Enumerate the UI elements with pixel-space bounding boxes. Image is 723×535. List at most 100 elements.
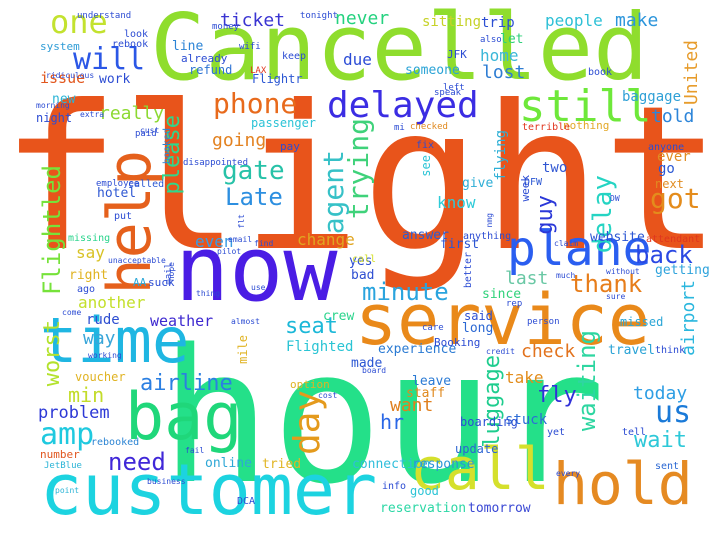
cloud-word: board xyxy=(362,366,387,375)
cloud-word: ticket xyxy=(220,10,286,31)
cloud-word: update xyxy=(455,442,499,456)
cloud-word: missing xyxy=(68,233,111,244)
cloud-word: cust xyxy=(140,126,160,135)
cloud-word: week xyxy=(519,175,532,202)
cloud-word: lost xyxy=(482,62,526,83)
cloud-word: working xyxy=(88,351,122,360)
cloud-word: good xyxy=(410,484,439,498)
cloud-word: ago xyxy=(77,284,96,295)
cloud-word: anyone xyxy=(648,142,685,153)
cloud-word: really xyxy=(99,103,165,124)
cloud-word: book xyxy=(588,67,613,78)
cloud-word: reservation xyxy=(380,501,467,516)
cloud-word: unacceptable xyxy=(108,256,166,265)
cloud-word: never xyxy=(335,8,390,29)
cloud-word: care xyxy=(422,323,444,333)
cloud-word: still xyxy=(519,81,652,132)
cloud-word: line xyxy=(172,39,204,54)
cloud-word: rude xyxy=(86,312,120,328)
cloud-word: response xyxy=(412,457,475,472)
cloud-word: checked xyxy=(410,122,448,132)
cloud-word: DW xyxy=(610,194,620,203)
cloud-word: due xyxy=(343,50,372,69)
cloud-word: already xyxy=(181,52,228,65)
cloud-word: said xyxy=(464,309,493,323)
cloud-word: keep xyxy=(282,51,307,62)
cloud-word: use xyxy=(251,283,266,292)
cloud-word: tried xyxy=(262,457,302,472)
cloud-word: info xyxy=(382,481,407,492)
cloud-word: sitting xyxy=(422,14,482,30)
cloud-word: say xyxy=(76,243,105,262)
cloud-word: back xyxy=(635,241,693,269)
cloud-word: refund xyxy=(189,63,233,77)
cloud-word: ridiculous xyxy=(46,71,95,80)
cloud-word: luggage xyxy=(480,355,505,448)
cloud-word: every xyxy=(556,469,581,478)
cloud-word: pay xyxy=(280,140,300,153)
cloud-word: tonight xyxy=(300,11,338,21)
cloud-word: let xyxy=(500,32,524,47)
cloud-word: rep xyxy=(506,299,523,309)
cloud-word: another xyxy=(78,293,146,312)
cloud-word: tomorrow xyxy=(468,501,531,516)
cloud-word: will xyxy=(73,42,146,77)
cloud-word: seat xyxy=(285,314,338,339)
cloud-word: need xyxy=(108,448,166,476)
cloud-word: problem xyxy=(38,403,110,423)
cloud-word: credit xyxy=(486,347,515,356)
cloud-word: passenger xyxy=(251,116,317,130)
cloud-word: JetBlue xyxy=(44,461,82,471)
cloud-word: online xyxy=(205,456,252,471)
cloud-word: anything xyxy=(463,231,512,242)
cloud-word: stuck xyxy=(505,412,548,428)
cloud-word: hotel xyxy=(97,186,137,201)
cloud-word: since xyxy=(482,287,522,302)
cloud-word: sure xyxy=(606,292,626,301)
cloud-word: amp xyxy=(40,417,95,452)
cloud-word: suck xyxy=(148,276,175,289)
cloud-word: told xyxy=(651,106,695,127)
cloud-word: yes xyxy=(349,254,373,269)
cloud-word: thing xyxy=(196,289,221,298)
cloud-word: delayed xyxy=(327,85,479,126)
cloud-word: today xyxy=(633,383,688,404)
cloud-word: come xyxy=(62,308,82,317)
cloud-word: last xyxy=(505,268,549,289)
cloud-word: trying xyxy=(342,118,375,220)
cloud-word: flight xyxy=(0,63,723,296)
cloud-word: connection xyxy=(352,457,431,472)
cloud-word: extra xyxy=(80,110,105,119)
cloud-word: voucher xyxy=(75,370,126,384)
cloud-word: system xyxy=(40,40,80,53)
cloud-word: one xyxy=(50,3,108,41)
cloud-word: two xyxy=(542,160,568,176)
cloud-word: fail xyxy=(185,446,205,455)
cloud-word: disappointed xyxy=(183,158,249,168)
cloud-word: LAX xyxy=(250,66,267,76)
cloud-word: person xyxy=(527,317,560,327)
cloud-word: now xyxy=(175,217,338,322)
cloud-word: better xyxy=(463,252,474,289)
cloud-word: phone xyxy=(213,87,298,120)
cloud-word: JFK xyxy=(447,48,467,61)
cloud-word: Booking xyxy=(434,336,481,349)
cloud-word: staff xyxy=(406,386,446,401)
cloud-word: rebook xyxy=(112,39,149,50)
cloud-word: getting xyxy=(655,263,710,278)
cloud-word: paid xyxy=(135,129,157,139)
cloud-word: fix xyxy=(416,140,435,151)
cloud-word: experience xyxy=(378,342,457,357)
cloud-word: first xyxy=(440,237,480,252)
cloud-word: service xyxy=(355,279,651,361)
cloud-word: flt xyxy=(237,214,246,229)
cloud-word: almost xyxy=(231,317,260,326)
cloud-word: work xyxy=(99,72,131,87)
cloud-word: money xyxy=(212,22,240,32)
cloud-word: call xyxy=(352,254,377,265)
cloud-word: understand xyxy=(77,11,132,21)
cloud-word: email xyxy=(228,235,253,244)
cloud-word: DCA xyxy=(237,496,256,507)
cloud-word: weather xyxy=(150,312,214,330)
